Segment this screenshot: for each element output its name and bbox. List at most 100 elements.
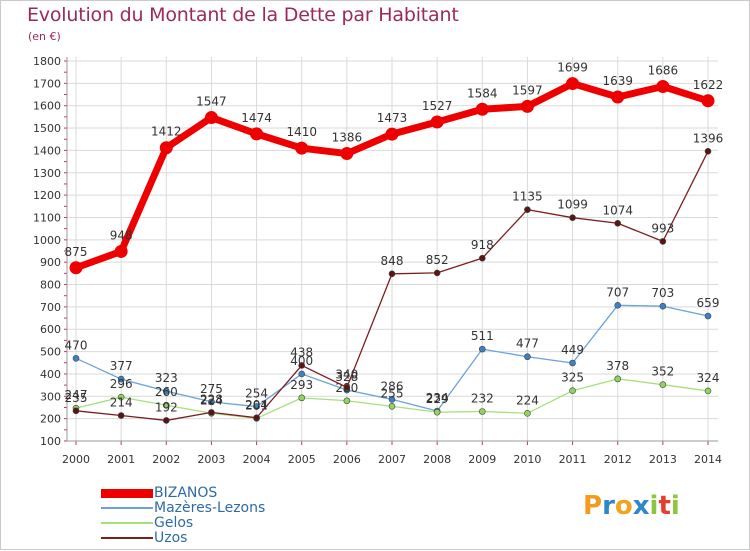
data-point (340, 147, 354, 161)
data-point (659, 302, 667, 310)
data-label: 477 (516, 337, 539, 351)
data-point (430, 115, 444, 129)
y-tick-label: 1600 (33, 100, 61, 113)
data-label: 324 (697, 371, 720, 385)
logo-letter: i (670, 491, 680, 521)
data-label: 1686 (648, 63, 679, 77)
data-point (614, 302, 622, 309)
y-tick-label: 1400 (33, 144, 61, 157)
data-label: 214 (110, 396, 133, 410)
x-tick-label: 2013 (649, 453, 677, 466)
data-label: 449 (561, 343, 584, 357)
data-point (208, 409, 215, 416)
data-point (475, 102, 489, 116)
data-point (343, 397, 351, 405)
data-label: 201 (245, 398, 268, 412)
x-tick-label: 2000 (62, 453, 90, 466)
x-tick-label: 2010 (513, 453, 541, 466)
data-point (385, 127, 399, 141)
data-label: 377 (110, 359, 133, 373)
data-point (298, 394, 306, 402)
y-tick-label: 100 (40, 435, 61, 448)
legend-label: Uzos (154, 530, 188, 546)
x-tick-label: 2005 (288, 453, 316, 466)
data-point (569, 359, 576, 367)
y-tick-label: 1000 (33, 234, 61, 247)
data-point (72, 407, 80, 415)
data-point (159, 141, 173, 155)
data-label: 948 (110, 228, 133, 242)
y-tick-label: 600 (40, 323, 61, 336)
data-label: 470 (65, 338, 88, 352)
y-tick-label: 400 (40, 368, 61, 381)
data-label: 260 (155, 385, 178, 399)
data-label: 1527 (422, 99, 453, 113)
data-label: 852 (426, 253, 449, 267)
data-point (298, 370, 306, 378)
data-label: 659 (697, 296, 720, 310)
data-label: 1396 (693, 131, 724, 145)
logo-letter: t (658, 491, 671, 521)
data-point (343, 384, 351, 391)
y-tick-label: 1100 (33, 211, 61, 224)
data-point (162, 401, 170, 409)
data-label: 286 (381, 379, 404, 393)
x-tick-label: 2001 (107, 453, 135, 466)
data-label: 1622 (693, 78, 724, 92)
data-point (114, 244, 128, 258)
data-label: 325 (561, 371, 584, 385)
data-label: 293 (290, 378, 313, 392)
data-point (478, 345, 486, 353)
data-label: 848 (381, 254, 404, 268)
x-tick-label: 2002 (152, 453, 180, 466)
x-tick-label: 2009 (468, 453, 496, 466)
data-label: 340 (335, 367, 358, 381)
y-tick-label: 1800 (33, 55, 61, 68)
legend-label: Mazères-Lezons (154, 500, 266, 516)
x-tick-label: 2014 (694, 453, 722, 466)
data-point (117, 412, 125, 419)
data-point (704, 148, 712, 155)
data-label: 1386 (332, 131, 363, 145)
logo-letter: r (602, 491, 615, 521)
legend-label: BIZANOS (154, 485, 218, 501)
data-label: 232 (471, 391, 494, 405)
data-label: 438 (290, 345, 313, 359)
data-point (298, 362, 306, 369)
data-point (253, 403, 260, 410)
data-label: 192 (155, 400, 178, 414)
data-point (478, 408, 486, 415)
data-label: 1699 (557, 61, 588, 75)
x-tick-label: 2008 (423, 453, 451, 466)
y-tick-label: 1300 (33, 167, 61, 180)
y-tick-label: 500 (40, 346, 61, 359)
legend-item: BIZANOS (101, 485, 401, 501)
data-point (524, 409, 531, 417)
y-tick-label: 700 (40, 301, 61, 314)
data-point (704, 312, 712, 320)
chart-title: Evolution du Montant de la Dette par Hab… (27, 4, 459, 26)
chart-subtitle: (en €) (28, 30, 61, 43)
data-label: 707 (606, 285, 629, 299)
data-point (388, 270, 396, 278)
chart-legend: BIZANOS Mazères-Lezons Gelos Uzos (101, 485, 401, 546)
data-label: 1135 (512, 190, 543, 204)
data-point (566, 77, 580, 91)
y-tick-label: 1500 (33, 122, 61, 135)
data-label: 323 (155, 371, 178, 385)
data-label: 875 (65, 245, 88, 259)
data-label: 235 (65, 391, 88, 405)
x-tick-label: 2006 (333, 453, 361, 466)
data-point (433, 408, 441, 416)
data-point (569, 214, 576, 221)
y-tick-label: 800 (40, 279, 61, 292)
data-point (659, 381, 667, 388)
data-point (204, 111, 218, 125)
y-tick-label: 1700 (33, 77, 61, 90)
data-point (524, 206, 531, 213)
legend-item: Gelos (101, 515, 401, 531)
data-label: 1074 (602, 203, 633, 217)
data-point (433, 269, 441, 277)
